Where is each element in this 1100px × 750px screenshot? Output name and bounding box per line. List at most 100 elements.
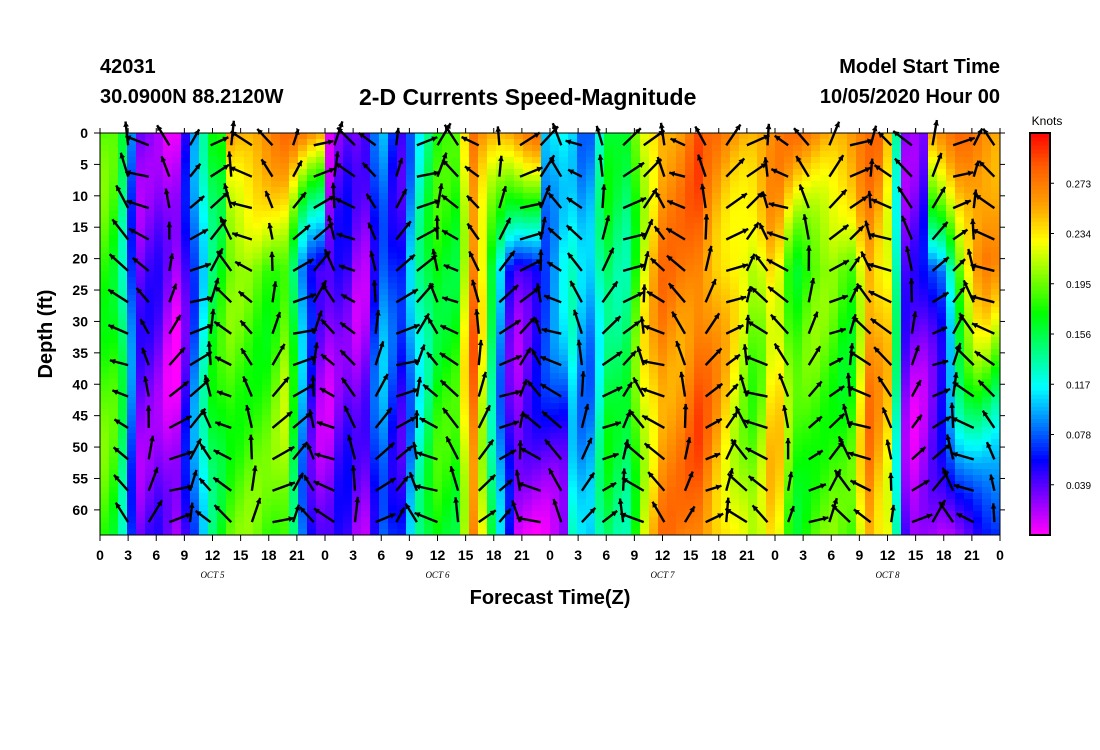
heatmap-cell <box>280 307 290 314</box>
heatmap-cell <box>334 205 344 212</box>
heatmap-cell <box>658 163 668 170</box>
heatmap-cell <box>577 163 587 170</box>
heatmap-cell <box>388 391 398 398</box>
heatmap-cell <box>640 223 650 230</box>
heatmap-cell <box>505 499 515 506</box>
heatmap-cell <box>604 511 614 518</box>
heatmap-cell <box>577 415 587 422</box>
heatmap-cell <box>496 505 506 512</box>
heatmap-cell <box>451 517 461 524</box>
heatmap-cell <box>397 277 407 284</box>
heatmap-cell <box>469 451 479 458</box>
heatmap-cell <box>577 403 587 410</box>
heatmap-cell <box>217 409 227 416</box>
heatmap-cell <box>469 493 479 500</box>
heatmap-cell <box>343 319 353 326</box>
heatmap-cell <box>460 349 470 356</box>
heatmap-cell <box>505 265 515 272</box>
heatmap-cell <box>478 523 488 530</box>
heatmap-cell <box>523 145 533 152</box>
heatmap-cell <box>730 319 740 326</box>
heatmap-cell <box>370 445 380 452</box>
heatmap-cell <box>505 517 515 524</box>
heatmap-cell <box>523 301 533 308</box>
heatmap-cell <box>415 361 425 368</box>
heatmap-cell <box>685 259 695 266</box>
heatmap-cell <box>505 457 515 464</box>
heatmap-cell <box>136 277 146 284</box>
heatmap-cell <box>685 487 695 494</box>
heatmap-cell <box>658 157 668 164</box>
heatmap-cell <box>712 307 722 314</box>
heatmap-cell <box>721 523 731 530</box>
heatmap-cell <box>172 391 182 398</box>
heatmap-cell <box>361 271 371 278</box>
heatmap-cell <box>343 313 353 320</box>
heatmap-cell <box>127 235 137 242</box>
heatmap-cell <box>523 487 533 494</box>
heatmap-cell <box>550 235 560 242</box>
heatmap-cell <box>613 397 623 404</box>
heatmap-cell <box>298 403 308 410</box>
heatmap-cell <box>514 151 524 158</box>
heatmap-cell <box>658 145 668 152</box>
heatmap-cell <box>163 313 173 320</box>
heatmap-cell <box>406 337 416 344</box>
heatmap-cell <box>280 301 290 308</box>
heatmap-cell <box>640 529 650 536</box>
heatmap-cell <box>325 307 335 314</box>
heatmap-cell <box>505 529 515 536</box>
heatmap-cell <box>424 325 434 332</box>
heatmap-cell <box>289 319 299 326</box>
heatmap-cell <box>658 397 668 404</box>
heatmap-cell <box>307 313 317 320</box>
heatmap-cell <box>757 301 767 308</box>
heatmap-cell <box>667 499 677 506</box>
heatmap-cell <box>757 343 767 350</box>
heatmap-cell <box>523 469 533 476</box>
heatmap-cell <box>496 463 506 470</box>
heatmap-cell <box>226 475 236 482</box>
heatmap-cell <box>478 439 488 446</box>
heatmap-cell <box>577 139 587 146</box>
heatmap-cell <box>253 187 263 194</box>
heatmap-cell <box>172 229 182 236</box>
heatmap-cell <box>352 355 362 362</box>
heatmap-cell <box>667 427 677 434</box>
heatmap-cell <box>712 277 722 284</box>
heatmap-cell <box>694 499 704 506</box>
heatmap-cell <box>649 193 659 200</box>
heatmap-cell <box>748 343 758 350</box>
heatmap-cell <box>505 349 515 356</box>
heatmap-cell <box>451 367 461 374</box>
heatmap-cell <box>460 223 470 230</box>
heatmap-cell <box>109 469 119 476</box>
heatmap-cell <box>316 271 326 278</box>
heatmap-cell <box>667 325 677 332</box>
heatmap-cell <box>622 361 632 368</box>
heatmap-cell <box>460 355 470 362</box>
heatmap-cell <box>334 361 344 368</box>
heatmap-cell <box>559 415 569 422</box>
heatmap-cell <box>370 487 380 494</box>
heatmap-cell <box>667 241 677 248</box>
heatmap-cell <box>604 529 614 536</box>
heatmap-cell <box>316 415 326 422</box>
heatmap-cell <box>388 355 398 362</box>
heatmap-cell <box>523 229 533 236</box>
heatmap-cell <box>343 241 353 248</box>
heatmap-cell <box>478 367 488 374</box>
heatmap-cell <box>658 277 668 284</box>
heatmap-cell <box>559 505 569 512</box>
heatmap-cell <box>316 307 326 314</box>
heatmap-cell <box>163 235 173 242</box>
heatmap-cell <box>433 385 443 392</box>
heatmap-cell <box>604 517 614 524</box>
heatmap-cell <box>109 145 119 152</box>
heatmap-cell <box>703 439 713 446</box>
heatmap-cell <box>622 403 632 410</box>
heatmap-cell <box>568 421 578 428</box>
heatmap-cell <box>730 217 740 224</box>
heatmap-cell <box>388 157 398 164</box>
heatmap-cell <box>730 241 740 248</box>
